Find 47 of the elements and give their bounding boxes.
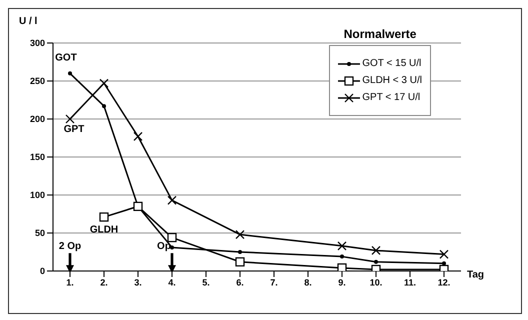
legend-title: Normalwerte — [342, 27, 418, 41]
y-tick-label: 300 — [30, 38, 45, 48]
x-tick-label: 4. — [168, 277, 176, 288]
point — [133, 132, 143, 142]
annotation: GLDH — [90, 224, 118, 236]
x-tick-label: 3. — [134, 277, 142, 288]
annotation: 2 Op — [58, 241, 82, 252]
y-tick-label: 50 — [34, 228, 45, 238]
point — [99, 212, 109, 222]
annotation: GPT — [64, 124, 84, 136]
point — [374, 260, 378, 264]
point — [235, 257, 245, 266]
x-tick-label: 9. — [338, 277, 346, 288]
point — [68, 71, 72, 76]
y-axis-title: U / l — [19, 16, 38, 28]
point — [340, 254, 344, 259]
legend-label: GPT < 17 U/l — [362, 92, 420, 103]
x-tick-label: 1. — [66, 277, 74, 288]
point — [167, 196, 177, 205]
legend-label: GLDH < 3 U/l — [362, 75, 422, 86]
y-tick-label: 0 — [40, 266, 45, 276]
legend-label: GOT < 15 U/l — [362, 58, 422, 69]
point — [371, 246, 381, 256]
x-tick-label: 2. — [100, 277, 108, 288]
y-tick-label: 100 — [30, 190, 45, 200]
x-tick-label: 7. — [270, 277, 278, 288]
x-tick-label: 6. — [236, 277, 244, 288]
annotation: GOT — [55, 52, 77, 64]
x-tick-label: 5. — [202, 277, 210, 288]
point — [439, 250, 449, 259]
point — [235, 230, 245, 240]
x-tick-label: 11. — [404, 277, 416, 288]
x-tick-label: 8. — [304, 277, 312, 288]
point — [167, 232, 177, 242]
point — [102, 104, 106, 108]
y-tick-label: 250 — [30, 76, 45, 86]
x-tick-label: 12. — [438, 277, 450, 288]
x-axis-title: Tag — [467, 270, 484, 281]
y-tick-label: 200 — [30, 114, 45, 124]
point — [442, 261, 446, 266]
point — [337, 263, 347, 271]
point — [65, 114, 75, 124]
point — [99, 78, 109, 88]
point — [337, 241, 347, 251]
y-tick-label: 150 — [30, 152, 45, 162]
x-tick-label: 10. — [370, 277, 382, 288]
point — [238, 250, 242, 254]
